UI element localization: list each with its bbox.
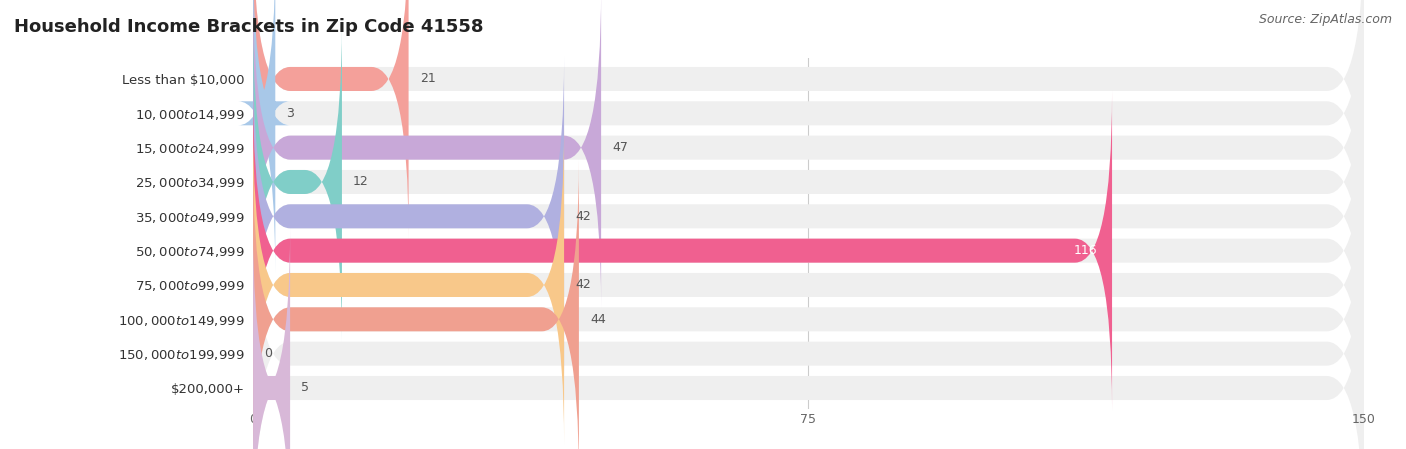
FancyBboxPatch shape <box>253 22 1364 342</box>
FancyBboxPatch shape <box>253 194 1364 449</box>
Text: 12: 12 <box>353 176 368 189</box>
FancyBboxPatch shape <box>253 0 1364 273</box>
FancyBboxPatch shape <box>253 57 564 376</box>
Text: 5: 5 <box>301 382 309 395</box>
FancyBboxPatch shape <box>253 125 564 445</box>
FancyBboxPatch shape <box>253 160 1364 449</box>
Text: Source: ZipAtlas.com: Source: ZipAtlas.com <box>1258 13 1392 26</box>
FancyBboxPatch shape <box>253 0 1364 238</box>
FancyBboxPatch shape <box>253 160 579 449</box>
Text: 116: 116 <box>1074 244 1097 257</box>
Text: 47: 47 <box>612 141 628 154</box>
Text: 3: 3 <box>287 107 294 120</box>
Text: 42: 42 <box>575 278 591 291</box>
FancyBboxPatch shape <box>253 91 1112 410</box>
FancyBboxPatch shape <box>253 0 602 307</box>
FancyBboxPatch shape <box>253 0 409 238</box>
Text: Household Income Brackets in Zip Code 41558: Household Income Brackets in Zip Code 41… <box>14 18 484 36</box>
FancyBboxPatch shape <box>253 57 1364 376</box>
FancyBboxPatch shape <box>253 0 1364 307</box>
Text: 21: 21 <box>420 72 436 85</box>
Text: 0: 0 <box>264 347 273 360</box>
FancyBboxPatch shape <box>253 229 290 449</box>
Text: 44: 44 <box>591 313 606 326</box>
FancyBboxPatch shape <box>238 0 290 273</box>
FancyBboxPatch shape <box>253 91 1364 410</box>
Text: 42: 42 <box>575 210 591 223</box>
FancyBboxPatch shape <box>253 22 342 342</box>
FancyBboxPatch shape <box>253 125 1364 445</box>
FancyBboxPatch shape <box>253 229 1364 449</box>
